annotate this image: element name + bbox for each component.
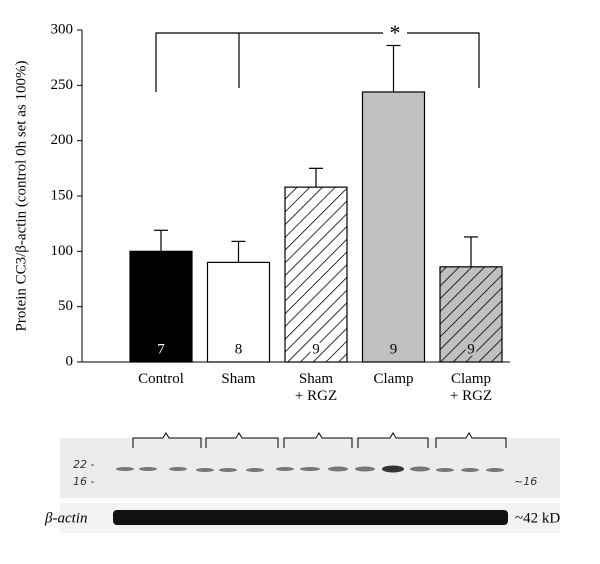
bar	[361, 91, 426, 363]
y-tick-label: 0	[66, 353, 74, 369]
y-tick-label: 250	[51, 77, 74, 93]
x-tick-label: Clamp + RGZ	[449, 371, 493, 404]
bar-label: 7	[157, 341, 165, 357]
x-tick-label: Clamp	[373, 371, 414, 387]
blot-image	[60, 432, 560, 533]
x-tick-label: Sham	[221, 371, 256, 387]
bar	[284, 186, 348, 363]
y-tick-label: 150	[51, 187, 74, 203]
y-tick-label: 100	[51, 243, 74, 259]
significance-bracket	[155, 32, 480, 92]
x-tick-label: Control	[138, 371, 184, 387]
y-tick-label: 200	[51, 132, 74, 148]
bar-label: 9	[390, 341, 398, 357]
significance-star: *	[390, 20, 401, 45]
bar	[129, 250, 193, 363]
marker-label: 22 -	[73, 458, 94, 471]
y-axis-label: Protein CC3/β-actin (control 0h set as 1…	[13, 61, 29, 332]
bar-label: 8	[235, 341, 243, 357]
loading-size: ~42 kD	[515, 510, 560, 526]
x-tick-label: Sham + RGZ	[294, 371, 338, 404]
bar	[439, 266, 503, 363]
bar-label: 9	[312, 341, 320, 357]
y-tick-label: 50	[58, 298, 73, 314]
marker-label: 16 -	[73, 475, 94, 488]
loading-label: β-actin	[44, 510, 87, 526]
marker-label: ~16	[514, 475, 537, 488]
bar-label: 9	[467, 341, 475, 357]
bar	[206, 261, 271, 363]
y-tick-label: 300	[51, 21, 74, 37]
